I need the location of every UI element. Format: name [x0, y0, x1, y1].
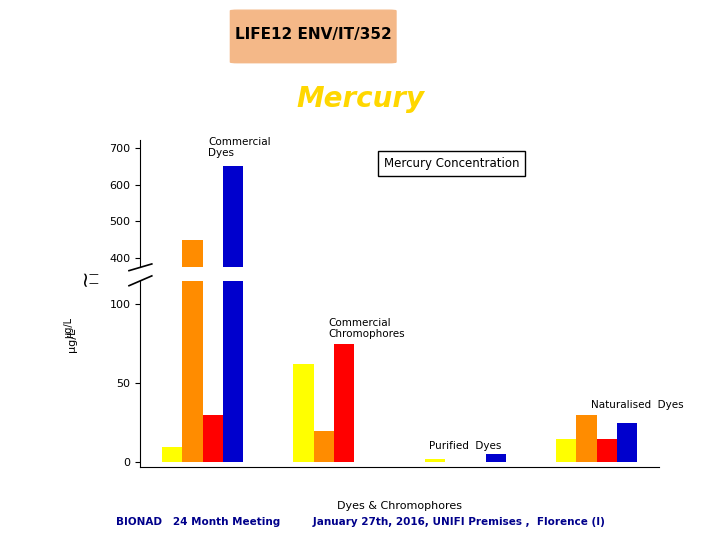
Bar [597, 438, 617, 462]
Text: Commercial
Chromophores: Commercial Chromophores [328, 318, 405, 339]
Text: Mercury: Mercury [296, 85, 424, 112]
Text: ~: ~ [75, 268, 95, 286]
Bar [182, 0, 202, 462]
Bar [597, 400, 617, 405]
Text: —
—: — — [89, 269, 99, 288]
Text: Purified  Dyes: Purified Dyes [429, 441, 502, 451]
Bar [334, 344, 354, 462]
Text: Dyes & Chromophores: Dyes & Chromophores [337, 501, 462, 511]
Text: Naturalised  Dyes: Naturalised Dyes [590, 400, 683, 410]
Bar [202, 394, 222, 405]
Bar [556, 438, 577, 462]
Text: Commercial
Dyes: Commercial Dyes [209, 137, 271, 158]
Bar [425, 404, 445, 405]
Bar [617, 423, 637, 462]
Bar [222, 166, 243, 405]
Text: µg/L: µg/L [63, 317, 73, 338]
Bar [485, 455, 506, 462]
Bar [182, 240, 202, 405]
Text: BIONAD   24 Month Meeting         January 27th, 2016, UNIFI Premises ,  Florence: BIONAD 24 Month Meeting January 27th, 20… [116, 517, 604, 528]
Text: Mercury Concentration: Mercury Concentration [384, 157, 519, 170]
FancyBboxPatch shape [230, 10, 396, 63]
Bar [314, 398, 334, 405]
Bar [162, 402, 182, 405]
Bar [314, 431, 334, 462]
Text: LIFE12 ENV/IT/352: LIFE12 ENV/IT/352 [235, 28, 392, 43]
Bar [334, 377, 354, 405]
Text: µg/L: µg/L [67, 328, 77, 352]
Bar [222, 0, 243, 462]
Bar [577, 415, 597, 462]
Bar [556, 400, 577, 405]
Bar [293, 382, 314, 405]
Bar [485, 403, 506, 405]
Bar [162, 447, 182, 462]
Bar [577, 394, 597, 405]
Bar [425, 459, 445, 462]
Bar [202, 415, 222, 462]
Bar [293, 364, 314, 462]
Bar [617, 396, 637, 405]
